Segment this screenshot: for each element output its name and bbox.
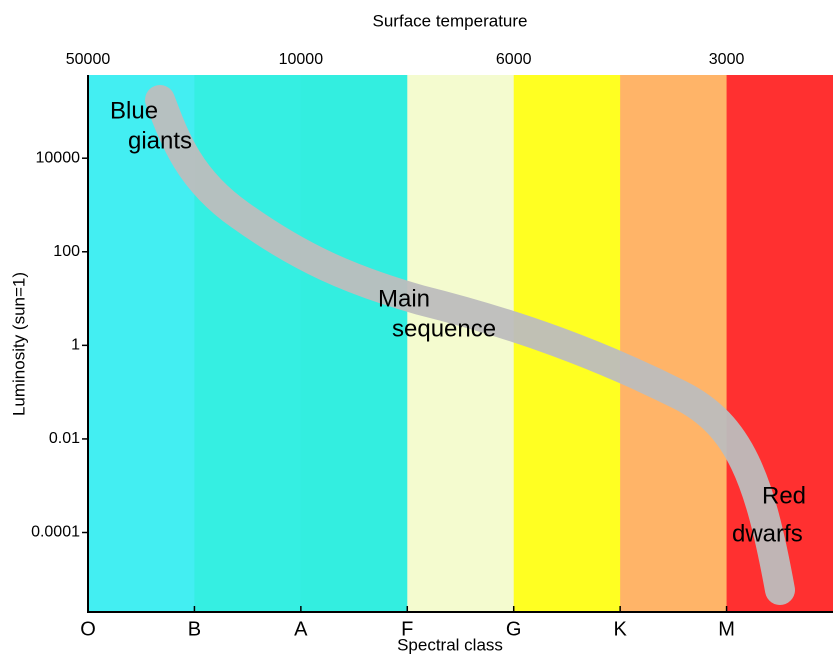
top-tick-label: 3000 xyxy=(709,51,745,68)
x-tick-label: M xyxy=(718,618,735,640)
y-tick-label: 100 xyxy=(53,243,80,260)
y-axis-title: Luminosity (sun=1) xyxy=(9,272,28,416)
annotation: dwarfs xyxy=(732,520,803,547)
spectral-band xyxy=(301,75,408,612)
y-tick-label: 1 xyxy=(71,337,80,354)
x-tick-label: A xyxy=(294,618,308,640)
annotation: giants xyxy=(128,127,192,154)
top-axis-title: Surface temperature xyxy=(373,11,528,30)
x-tick-label: B xyxy=(188,618,201,640)
annotation: Blue xyxy=(110,97,158,124)
top-tick-label: 6000 xyxy=(496,51,532,68)
y-tick-label: 10000 xyxy=(36,149,81,166)
x-tick-label: F xyxy=(401,618,413,640)
spectral-band xyxy=(620,75,727,612)
y-tick-label: 0.01 xyxy=(49,430,80,447)
annotation: Main xyxy=(378,285,430,312)
spectral-band xyxy=(194,75,301,612)
annotation: Red xyxy=(762,482,806,509)
chart: Surface temperature Spectral class Lumin… xyxy=(0,0,833,658)
spectral-band xyxy=(407,75,514,612)
annotation: sequence xyxy=(392,315,496,342)
x-tick-label: K xyxy=(613,618,627,640)
x-tick-label: O xyxy=(80,618,96,640)
x-tick-label: G xyxy=(506,618,522,640)
top-tick-label: 50000 xyxy=(66,51,111,68)
top-tick-label: 10000 xyxy=(279,51,324,68)
y-tick-label: 0.0001 xyxy=(31,524,80,541)
